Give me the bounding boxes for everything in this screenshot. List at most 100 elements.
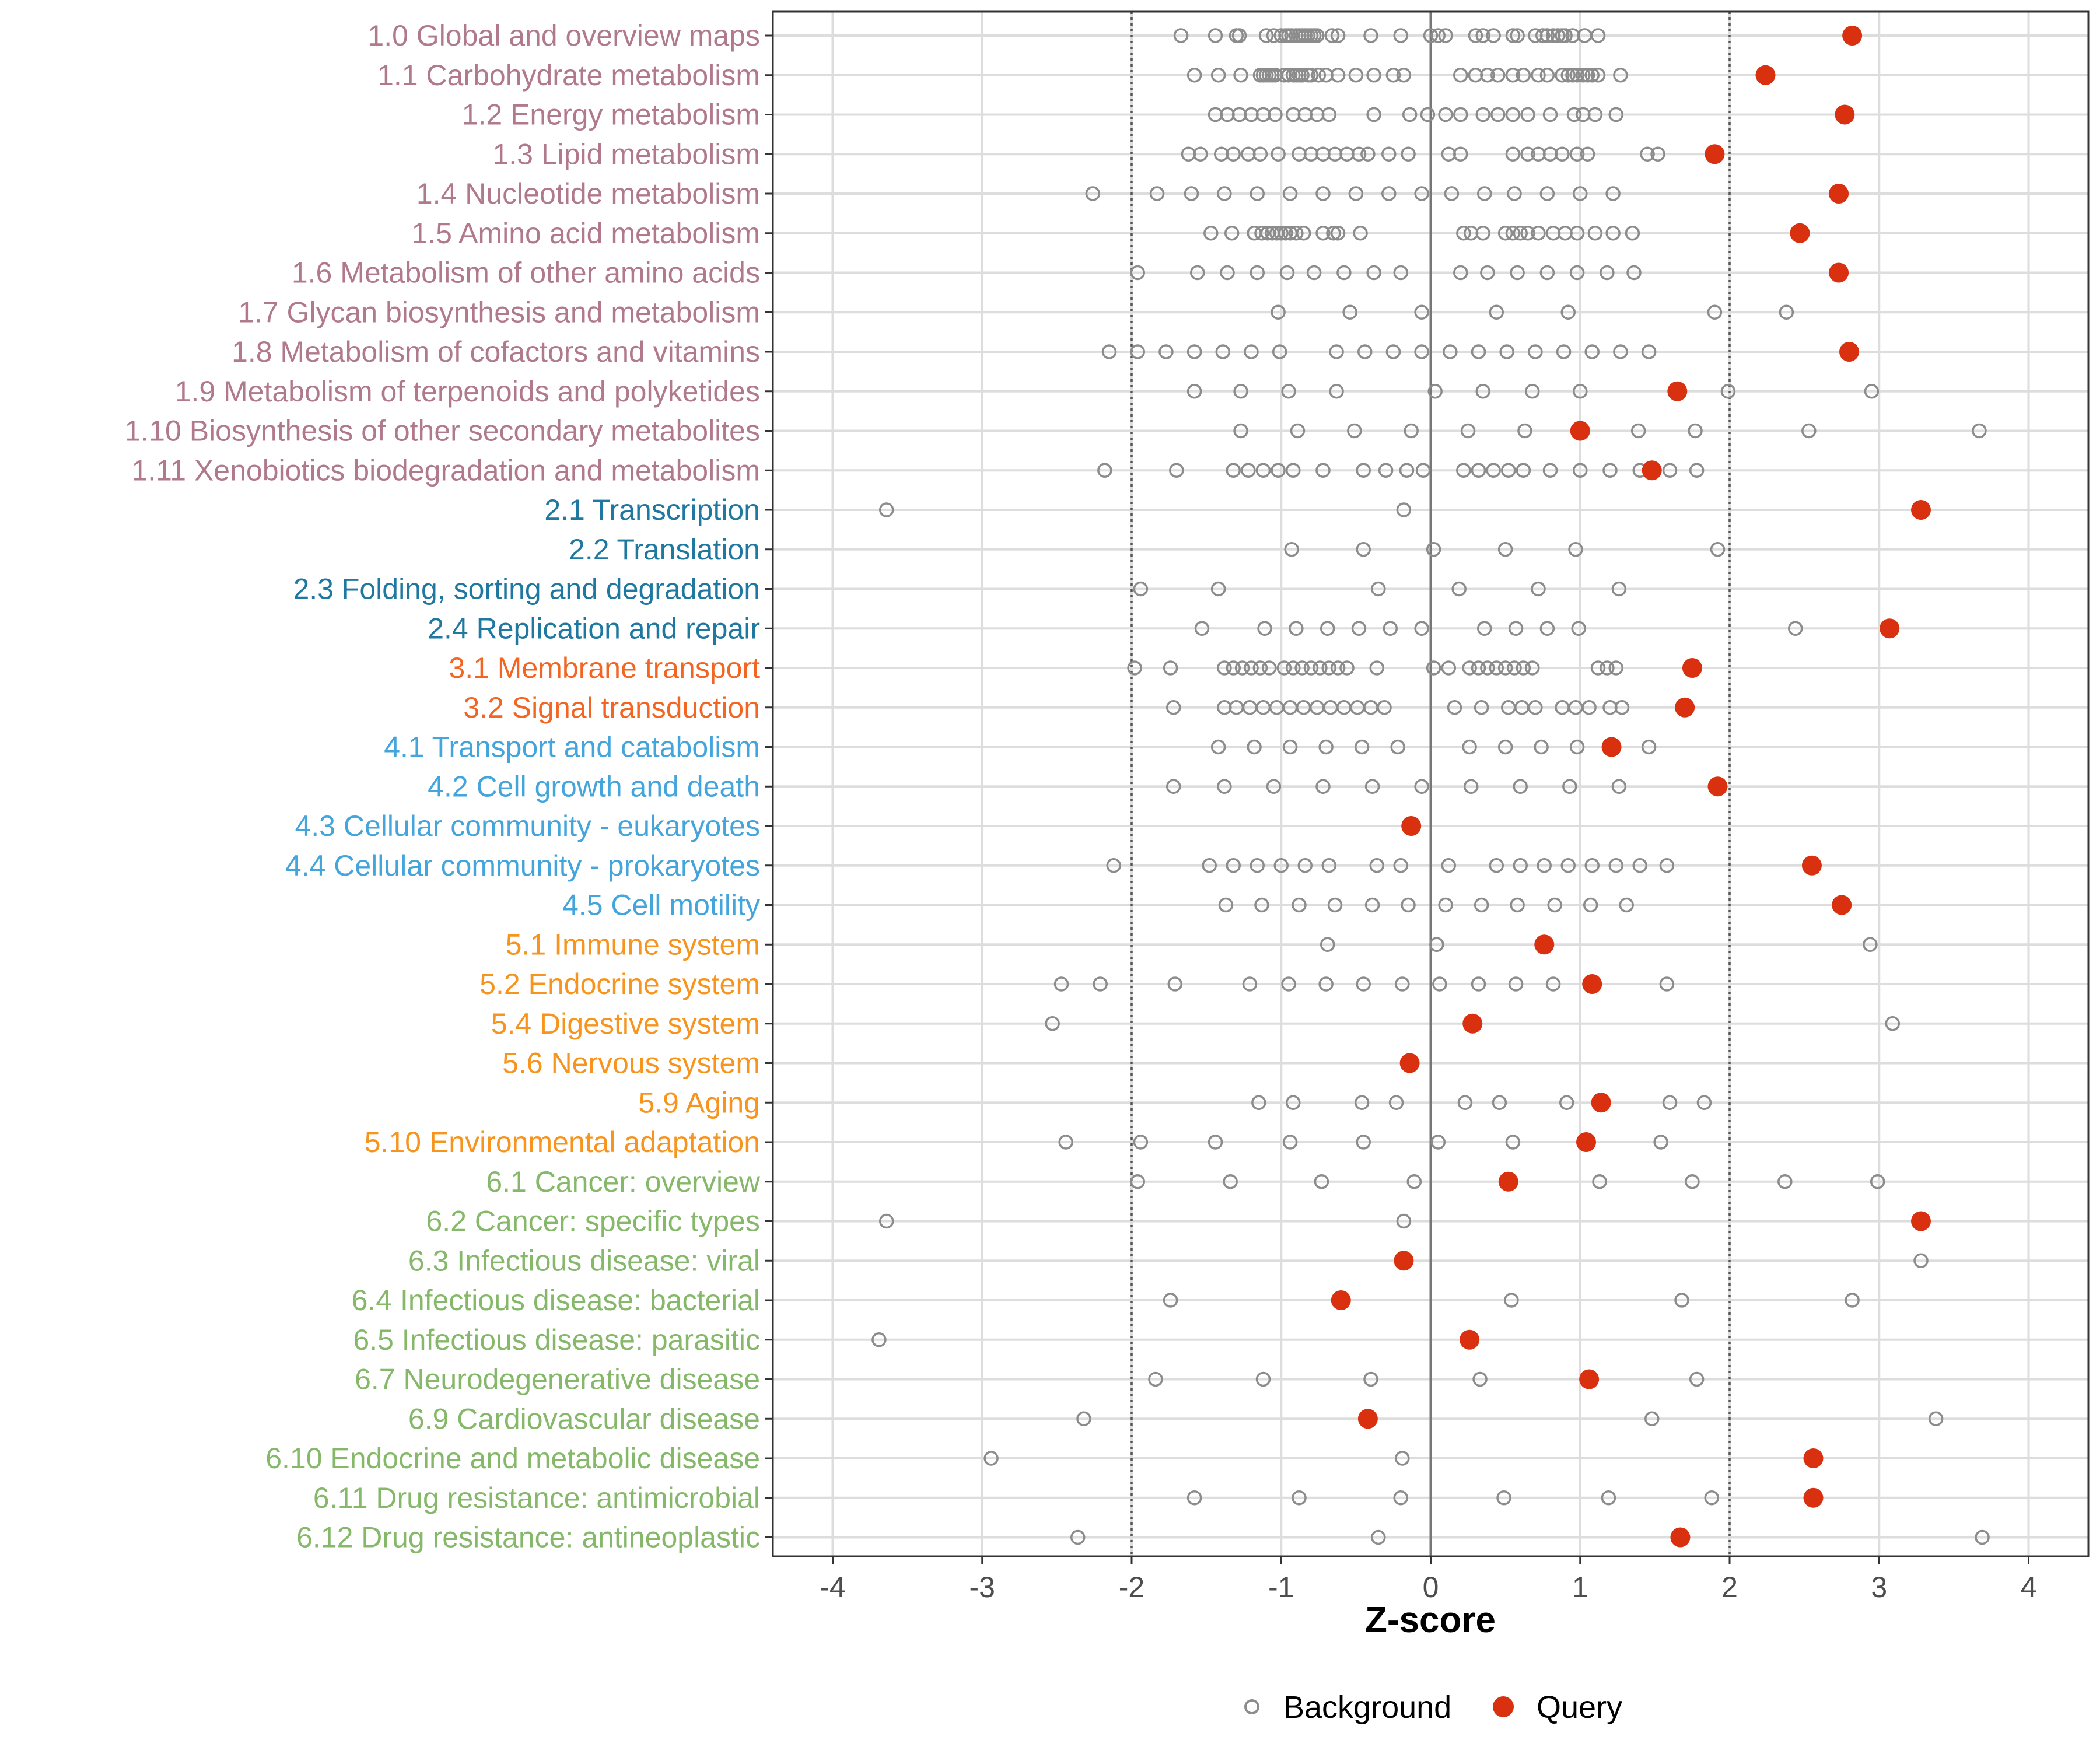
background-point xyxy=(1490,68,1506,83)
background-point xyxy=(1475,28,1490,43)
background-point xyxy=(1363,28,1378,43)
background-point xyxy=(1354,739,1370,755)
background-point xyxy=(1194,621,1210,636)
background-point xyxy=(1497,739,1513,755)
background-point xyxy=(1354,1095,1370,1110)
category-label: 4.3 Cellular community - eukaryotes xyxy=(295,810,760,842)
background-point xyxy=(1516,463,1531,478)
y-axis-labels: 1.0 Global and overview maps 1.1 Carbohyd… xyxy=(124,19,760,1554)
x-tick-label: -4 xyxy=(820,1571,845,1604)
category-label: 2.2 Translation xyxy=(569,533,760,566)
background-point xyxy=(1296,226,1311,241)
background-point xyxy=(1581,700,1597,715)
background-point xyxy=(1430,1135,1446,1150)
background-point xyxy=(1163,1293,1178,1308)
background-point xyxy=(1414,779,1429,794)
background-point xyxy=(1282,739,1298,755)
background-point xyxy=(1085,186,1101,201)
background-point xyxy=(1184,186,1199,201)
category-label: 6.7 Neurodegenerative disease xyxy=(355,1363,760,1396)
background-point xyxy=(879,502,894,517)
background-point xyxy=(1650,146,1665,162)
background-point xyxy=(1356,542,1371,557)
background-point xyxy=(1330,28,1346,43)
background-point xyxy=(1101,344,1117,359)
category-label: 6.11 Drug resistance: antimicrobial xyxy=(313,1482,760,1514)
background-point xyxy=(1396,502,1412,517)
background-point xyxy=(1587,107,1603,123)
background-point xyxy=(1133,581,1149,597)
background-point xyxy=(1401,146,1416,162)
background-point xyxy=(872,1332,887,1348)
background-point xyxy=(1399,463,1415,478)
background-point xyxy=(1311,68,1326,83)
query-point xyxy=(1682,658,1702,678)
background-point xyxy=(1315,779,1331,794)
category-label: 6.4 Infectious disease: bacterial xyxy=(352,1284,760,1317)
background-point xyxy=(1583,897,1598,913)
background-point xyxy=(1556,344,1572,359)
background-point xyxy=(1685,1174,1700,1189)
background-point xyxy=(1659,858,1675,873)
background-point xyxy=(1215,344,1231,359)
category-label: 5.6 Nervous system xyxy=(502,1047,760,1080)
background-point xyxy=(1281,384,1296,399)
background-point xyxy=(1278,226,1293,241)
background-point xyxy=(1496,1490,1511,1506)
background-point xyxy=(1401,897,1416,913)
background-point xyxy=(1539,28,1555,43)
legend-background-label: Background xyxy=(1283,1690,1451,1725)
background-point xyxy=(1414,304,1429,320)
x-tick-label: -3 xyxy=(970,1571,995,1604)
background-point xyxy=(1590,660,1606,676)
background-point xyxy=(1480,660,1495,676)
background-point xyxy=(1611,779,1627,794)
query-point xyxy=(1755,65,1776,85)
background-point xyxy=(1414,344,1429,359)
background-point xyxy=(1462,660,1477,676)
background-point xyxy=(1330,660,1346,676)
query-point xyxy=(1801,855,1822,876)
background-point xyxy=(1415,463,1431,478)
background-point xyxy=(1590,68,1606,83)
background-point xyxy=(1505,28,1521,43)
background-point xyxy=(1395,977,1410,992)
category-label: 6.1 Cancer: overview xyxy=(486,1166,761,1198)
background-point xyxy=(1542,463,1558,478)
background-point xyxy=(1226,463,1241,478)
background-point xyxy=(1471,977,1486,992)
query-point xyxy=(1570,421,1590,441)
background-point xyxy=(1510,28,1525,43)
background-point xyxy=(1244,344,1259,359)
background-point xyxy=(1477,621,1492,636)
background-point xyxy=(1148,1371,1163,1387)
query-point xyxy=(1582,974,1602,994)
query-point xyxy=(1579,1369,1600,1390)
background-point xyxy=(1497,660,1513,676)
background-point xyxy=(879,1213,894,1229)
background-point xyxy=(1262,660,1277,676)
query-point xyxy=(1675,697,1695,718)
background-point xyxy=(1366,68,1381,83)
background-point xyxy=(1233,384,1248,399)
background-point xyxy=(1490,107,1506,123)
query-point xyxy=(1842,26,1863,46)
background-point xyxy=(1353,226,1368,241)
background-point xyxy=(1363,1371,1378,1387)
background-point xyxy=(1600,660,1615,676)
background-point xyxy=(1505,107,1521,123)
background-point xyxy=(1438,897,1453,913)
x-axis-ticks xyxy=(832,1556,2029,1564)
background-point xyxy=(1779,304,1794,320)
background-point xyxy=(1555,146,1570,162)
background-point xyxy=(1366,107,1381,123)
background-point xyxy=(1290,423,1306,439)
background-point xyxy=(1356,463,1371,478)
background-point xyxy=(1289,621,1304,636)
query-point xyxy=(1642,460,1662,481)
background-point xyxy=(1584,68,1600,83)
background-point xyxy=(1378,463,1394,478)
background-point xyxy=(1321,660,1336,676)
background-point xyxy=(1608,858,1623,873)
background-point xyxy=(984,1451,999,1466)
